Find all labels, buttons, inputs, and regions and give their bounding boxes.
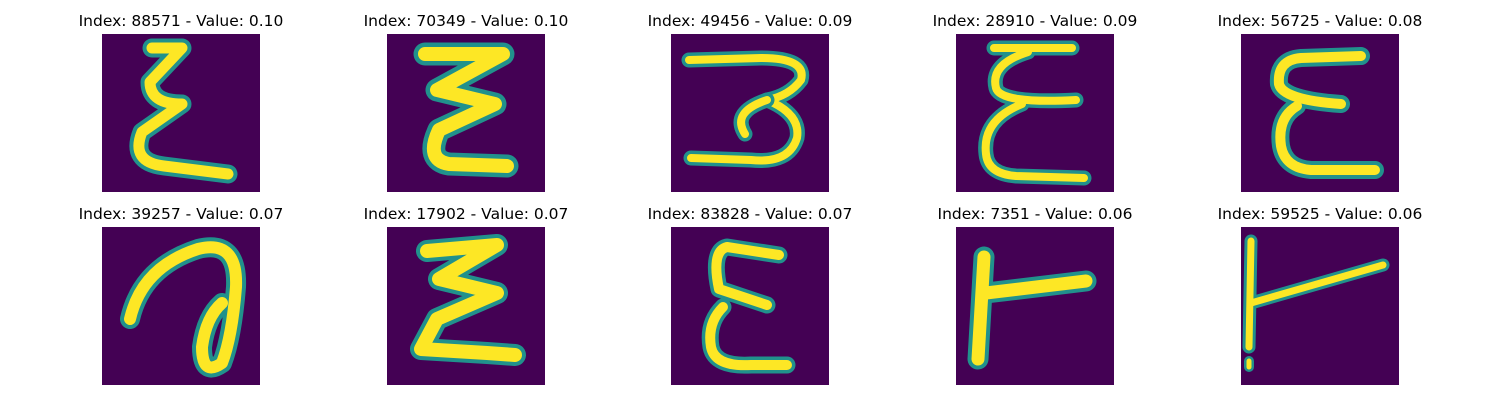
digit-image: [102, 227, 260, 385]
digit-image: [956, 227, 1114, 385]
panel-title: Index: 88571 - Value: 0.10: [78, 12, 284, 30]
image-panel: Index: 39257 - Value: 0.07: [31, 193, 331, 385]
panel-title: Index: 28910 - Value: 0.09: [932, 12, 1138, 30]
digit-image: [387, 227, 545, 385]
panel-title: Index: 17902 - Value: 0.07: [363, 205, 569, 223]
digit-image: [1241, 227, 1399, 385]
digit-image: [387, 34, 545, 192]
image-panel: Index: 56725 - Value: 0.08: [1170, 0, 1470, 192]
image-panel: Index: 7351 - Value: 0.06: [885, 193, 1185, 385]
digit-image: [671, 34, 829, 192]
panel-title: Index: 83828 - Value: 0.07: [647, 205, 853, 223]
image-panel: Index: 88571 - Value: 0.10: [31, 0, 331, 192]
panel-title: Index: 56725 - Value: 0.08: [1217, 12, 1423, 30]
image-panel: Index: 28910 - Value: 0.09: [885, 0, 1185, 192]
panel-title: Index: 59525 - Value: 0.06: [1217, 205, 1423, 223]
panel-title: Index: 39257 - Value: 0.07: [78, 205, 284, 223]
panel-title: Index: 49456 - Value: 0.09: [647, 12, 853, 30]
image-panel: Index: 49456 - Value: 0.09: [600, 0, 900, 192]
digit-image: [1241, 34, 1399, 192]
image-panel: Index: 59525 - Value: 0.06: [1170, 193, 1470, 385]
panel-title: Index: 7351 - Value: 0.06: [937, 205, 1133, 223]
digit-image: [671, 227, 829, 385]
image-panel: Index: 70349 - Value: 0.10: [316, 0, 616, 192]
panel-title: Index: 70349 - Value: 0.10: [363, 12, 569, 30]
digit-image: [102, 34, 260, 192]
digit-image: [956, 34, 1114, 192]
image-panel: Index: 83828 - Value: 0.07: [600, 193, 900, 385]
image-panel: Index: 17902 - Value: 0.07: [316, 193, 616, 385]
